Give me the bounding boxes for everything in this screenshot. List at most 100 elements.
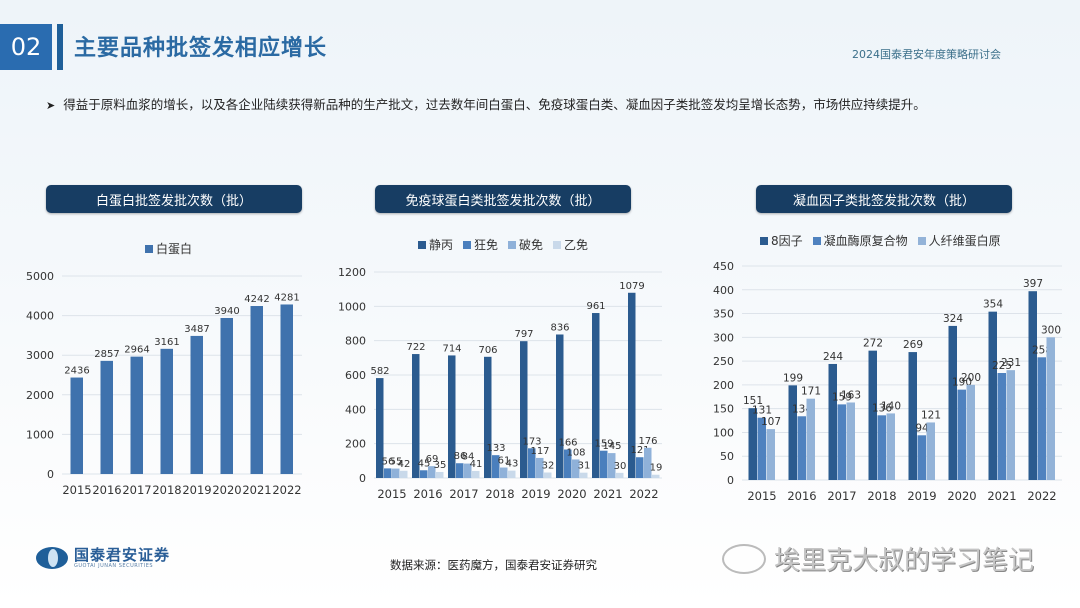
chart3-legend: 8因子 凝血酶原复合物 人纤维蛋白原 xyxy=(760,232,1001,249)
legend-item: 静丙 xyxy=(418,236,453,253)
x-tick-label: 2019 xyxy=(182,483,211,497)
x-tick-label: 2021 xyxy=(242,483,271,497)
data-label: 108 xyxy=(566,447,585,458)
data-label: 722 xyxy=(406,342,425,353)
legend-swatch-icon xyxy=(553,240,562,249)
bar xyxy=(572,459,580,478)
legend-swatch-icon xyxy=(508,240,517,249)
legend-swatch-icon xyxy=(760,236,768,245)
x-tick-label: 2021 xyxy=(593,487,622,501)
data-label: 3940 xyxy=(214,306,239,317)
data-label: 56 xyxy=(382,456,395,467)
data-label: 32 xyxy=(542,461,555,472)
bar xyxy=(1046,337,1055,480)
watermark: 埃里克大叔的学习笔记 xyxy=(722,540,1034,577)
x-tick-label: 2017 xyxy=(827,489,856,503)
data-label: 145 xyxy=(602,441,621,452)
bar xyxy=(190,335,203,474)
x-tick-label: 2017 xyxy=(449,487,478,501)
bar xyxy=(376,378,384,478)
bar xyxy=(652,474,660,478)
bar xyxy=(220,317,233,474)
x-tick-label: 2020 xyxy=(557,487,586,501)
y-tick-label: 5000 xyxy=(26,270,54,283)
bar xyxy=(160,348,173,474)
legend-item: 8因子 xyxy=(760,232,803,249)
x-tick-label: 2015 xyxy=(377,487,406,501)
x-tick-label: 2018 xyxy=(867,489,896,503)
data-label: 41 xyxy=(470,459,483,470)
legend-item: 人纤维蛋白原 xyxy=(917,232,1001,249)
x-tick-label: 2017 xyxy=(122,483,151,497)
data-label: 231 xyxy=(1001,357,1021,369)
chart1-legend: 白蛋白 xyxy=(145,240,192,257)
bar xyxy=(536,457,544,478)
legend-swatch-icon xyxy=(463,240,472,249)
bar xyxy=(886,413,895,480)
data-label: 225 xyxy=(992,360,1012,372)
bar xyxy=(384,468,392,478)
legend-label: 白蛋白 xyxy=(156,242,193,256)
x-tick-label: 2020 xyxy=(947,489,976,503)
data-label: 35 xyxy=(434,460,447,471)
bar xyxy=(926,422,935,480)
data-label: 836 xyxy=(550,322,569,333)
page-title: 主要品种批签发相应增长 xyxy=(74,36,328,61)
logo-mark-icon xyxy=(36,547,68,569)
bar xyxy=(448,355,456,478)
bar xyxy=(877,415,886,480)
x-tick-label: 2019 xyxy=(907,489,936,503)
bar xyxy=(392,468,400,478)
section-number: 02 xyxy=(0,24,52,70)
conference-label: 2024国泰君安年度策略研讨会 xyxy=(852,48,1001,61)
summary-bullet: ➤ 得益于原料血浆的增长，以及各企业陆续获得新品种的生产批文，过去数年间白蛋白、免… xyxy=(46,94,926,113)
data-label: 3487 xyxy=(184,324,209,335)
data-label: 159 xyxy=(832,391,852,403)
bar xyxy=(616,472,624,478)
data-label: 136 xyxy=(872,402,892,414)
chart3-title: 凝血因子类批签发批次数（批） xyxy=(756,185,1012,213)
bar xyxy=(846,402,855,480)
data-label: 117 xyxy=(530,446,549,457)
bar xyxy=(957,389,966,480)
data-label: 272 xyxy=(863,338,883,350)
bar xyxy=(797,416,806,480)
data-label: 42 xyxy=(398,459,411,470)
bar xyxy=(837,404,846,480)
data-label: 176 xyxy=(638,436,657,447)
data-label: 2436 xyxy=(64,366,89,377)
bar xyxy=(492,455,500,478)
bar xyxy=(472,470,480,478)
bar xyxy=(644,447,652,478)
chart1-plot: 0 1000 2000 3000 4000 5000 2436 2015 2857 2016 296… xyxy=(26,270,302,497)
data-source: 数据来源：医药魔方，国泰君安证券研究 xyxy=(390,558,597,572)
y-tick-label: 0 xyxy=(47,468,54,481)
bar xyxy=(484,356,492,478)
data-label: 4242 xyxy=(244,294,269,305)
y-tick-label: 1000 xyxy=(26,428,54,441)
bar xyxy=(748,408,757,480)
bar xyxy=(528,448,536,478)
bar xyxy=(100,360,113,474)
y-tick-label: 800 xyxy=(345,335,366,348)
data-label: 31 xyxy=(578,461,591,472)
data-label: 61 xyxy=(498,456,511,467)
bar xyxy=(636,457,644,478)
data-label: 121 xyxy=(630,445,649,456)
legend-label: 凝血酶原复合物 xyxy=(823,234,908,248)
bar xyxy=(564,449,572,478)
bar xyxy=(766,429,775,480)
bar xyxy=(420,470,428,478)
x-tick-label: 2015 xyxy=(62,483,91,497)
data-label: 171 xyxy=(801,386,821,398)
data-label: 131 xyxy=(752,405,772,417)
bar xyxy=(908,352,917,480)
y-tick-label: 2000 xyxy=(26,389,54,402)
data-label: 324 xyxy=(943,313,963,325)
bar xyxy=(412,354,420,478)
bar xyxy=(130,356,143,474)
bar xyxy=(508,470,516,478)
legend-item: 狂免 xyxy=(463,236,498,253)
legend-label: 人纤维蛋白原 xyxy=(928,234,1001,248)
